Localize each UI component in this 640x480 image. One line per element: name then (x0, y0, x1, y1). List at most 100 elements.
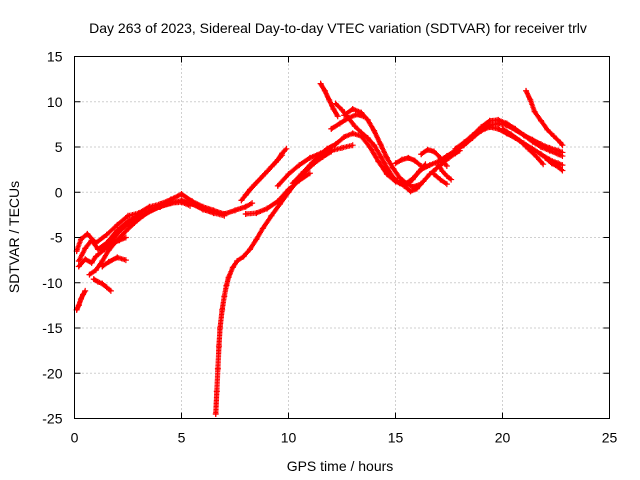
series-arc-w (435, 162, 455, 183)
series-arc-u (418, 146, 450, 170)
data-point (443, 181, 450, 188)
data-point (92, 267, 99, 274)
data-point (77, 296, 84, 303)
data-point (559, 162, 566, 169)
data-point (411, 157, 418, 164)
data-point (330, 105, 337, 112)
series-arc-f (73, 287, 89, 313)
series-arc-aa (523, 87, 566, 149)
data-point (420, 178, 427, 185)
series-arc-g (99, 254, 129, 270)
data-point (114, 254, 121, 261)
data-point (349, 105, 356, 112)
data-point (351, 123, 358, 130)
data-point (364, 116, 371, 123)
data-point (131, 220, 138, 227)
data-point (424, 146, 431, 153)
data-point (315, 153, 322, 160)
data-point (99, 258, 106, 265)
data-point (495, 120, 502, 127)
data-point (317, 80, 324, 87)
data-point (122, 234, 129, 241)
series-arc-m (274, 142, 356, 189)
data-point (214, 365, 221, 372)
data-point (285, 186, 292, 193)
data-point (435, 162, 442, 169)
data-point (116, 237, 123, 244)
data-point (446, 154, 452, 161)
data-point (555, 147, 562, 154)
y-tick-label: -5 (50, 230, 63, 246)
data-point (345, 115, 352, 122)
data-point (548, 160, 555, 167)
data-point (274, 182, 281, 189)
data-point (264, 205, 271, 212)
data-point (418, 151, 425, 158)
data-point (97, 245, 104, 252)
data-point (75, 302, 82, 309)
data-point (122, 228, 129, 235)
data-point (178, 198, 185, 205)
series-arc-i (212, 148, 335, 417)
data-point (431, 148, 438, 155)
data-point (221, 212, 228, 219)
data-point (349, 130, 356, 137)
data-point (157, 203, 164, 210)
data-point (103, 242, 110, 249)
data-point (105, 247, 112, 254)
data-point (390, 165, 397, 172)
data-point (279, 152, 286, 159)
data-point (289, 180, 296, 187)
data-point (529, 136, 536, 143)
data-point (366, 144, 373, 150)
series-arc-d (86, 198, 191, 278)
data-point (460, 139, 467, 146)
data-point (215, 343, 222, 350)
data-point (253, 236, 260, 243)
data-point (422, 161, 429, 168)
data-point (95, 278, 102, 285)
data-point (383, 154, 390, 161)
data-point (219, 306, 226, 313)
y-tick-label: -20 (42, 365, 62, 381)
data-point (452, 145, 459, 152)
data-point (540, 161, 547, 168)
data-point (259, 225, 266, 232)
data-marks (73, 80, 566, 417)
data-point (246, 186, 253, 193)
data-point (210, 210, 217, 217)
data-point (285, 171, 292, 178)
data-point (88, 259, 95, 266)
data-point (253, 210, 260, 217)
data-point (336, 120, 343, 127)
data-point (396, 174, 403, 181)
data-point (377, 141, 384, 148)
x-tick-label: 25 (602, 430, 618, 446)
data-point (90, 276, 97, 283)
data-point (232, 207, 238, 214)
data-point (321, 87, 328, 94)
data-point (178, 191, 185, 198)
data-point (377, 153, 384, 160)
data-point (439, 168, 446, 175)
data-point (229, 264, 236, 271)
data-point (240, 253, 247, 260)
y-tick-label: 0 (55, 184, 63, 200)
series-arc-h (97, 234, 129, 252)
y-tick-label: -25 (42, 411, 62, 427)
data-point (364, 134, 371, 141)
data-point (306, 170, 313, 177)
data-point (242, 203, 249, 210)
data-point (508, 131, 515, 138)
x-tick-label: 5 (178, 430, 186, 446)
data-point (516, 137, 523, 144)
data-point (283, 145, 290, 152)
data-point (433, 165, 440, 172)
data-point (525, 145, 532, 152)
data-point (381, 166, 388, 173)
data-point (418, 163, 425, 170)
data-point (443, 163, 450, 170)
data-point (559, 142, 566, 149)
data-point (274, 198, 281, 205)
data-point (538, 151, 545, 158)
